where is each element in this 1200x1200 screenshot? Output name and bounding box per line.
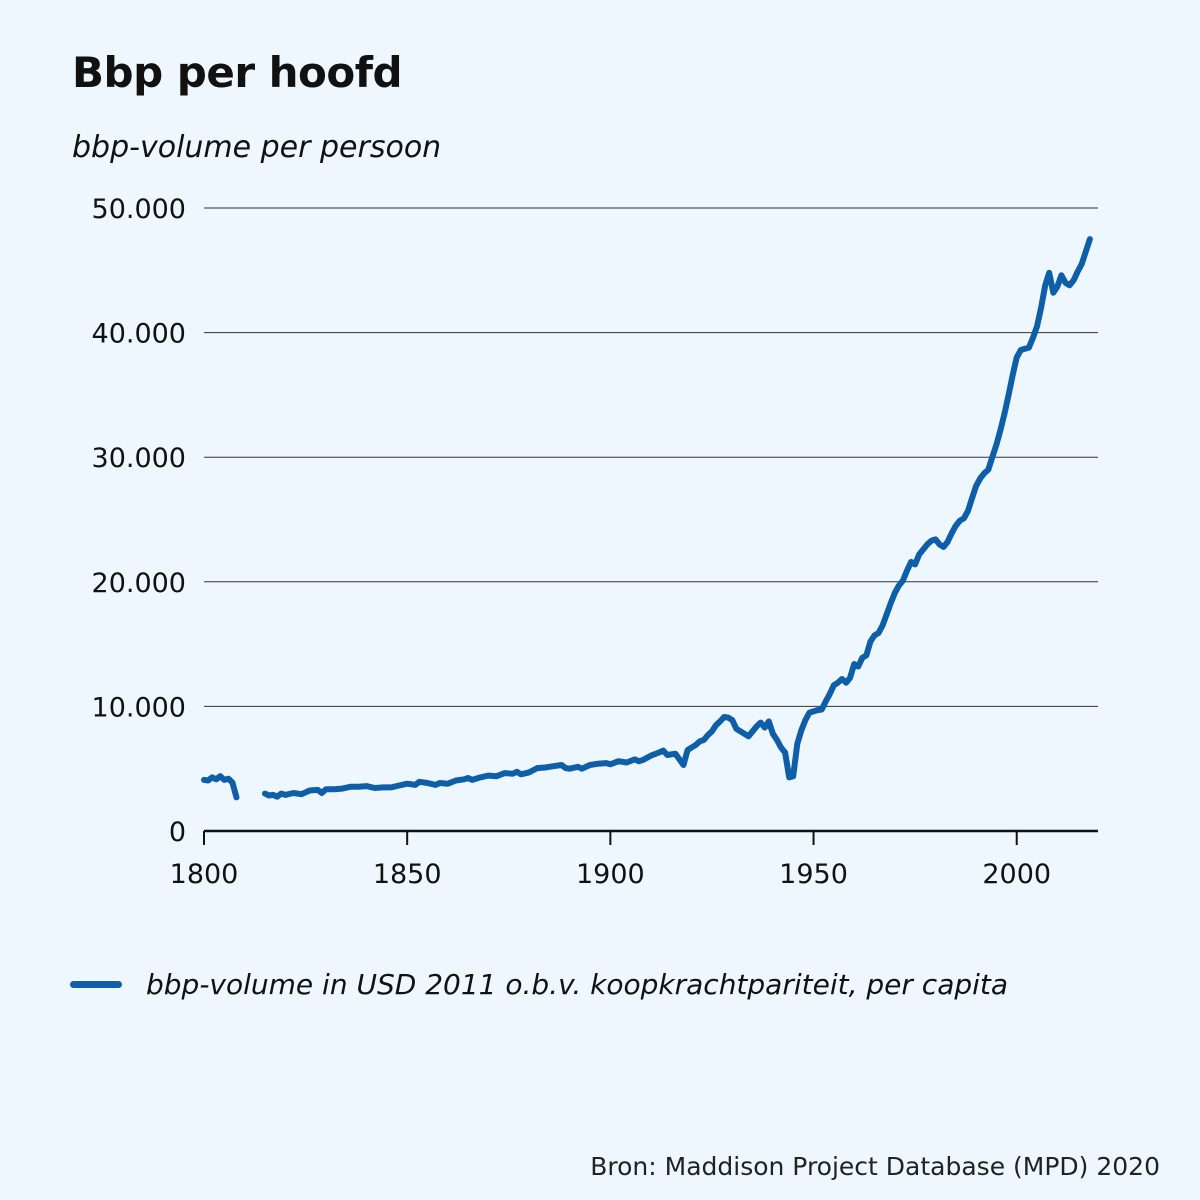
series-line — [201, 773, 240, 801]
y-tick-label: 0 — [169, 817, 186, 848]
chart-title: Bbp per hoofd — [72, 48, 403, 97]
y-tick-label: 20.000 — [92, 568, 186, 599]
x-tick-label: 2000 — [982, 859, 1051, 890]
x-tick-label: 1850 — [373, 859, 442, 890]
legend: bbp-volume in USD 2011 o.b.v. koopkracht… — [70, 968, 1008, 1001]
y-tick-label: 30.000 — [92, 443, 186, 474]
y-axis-label: bbp-volume per persoon — [72, 130, 442, 165]
x-tick-label: 1950 — [779, 859, 848, 890]
legend-swatch — [70, 981, 122, 988]
y-tick-label: 50.000 — [92, 194, 186, 225]
y-tick-label: 10.000 — [92, 692, 186, 723]
legend-label: bbp-volume in USD 2011 o.b.v. koopkracht… — [146, 968, 1009, 1001]
source-note: Bron: Maddison Project Database (MPD) 20… — [590, 1152, 1160, 1181]
y-tick-label: 40.000 — [92, 319, 186, 350]
x-tick-label: 1800 — [170, 859, 239, 890]
series-line — [262, 236, 1093, 800]
x-tick-label: 1900 — [576, 859, 645, 890]
